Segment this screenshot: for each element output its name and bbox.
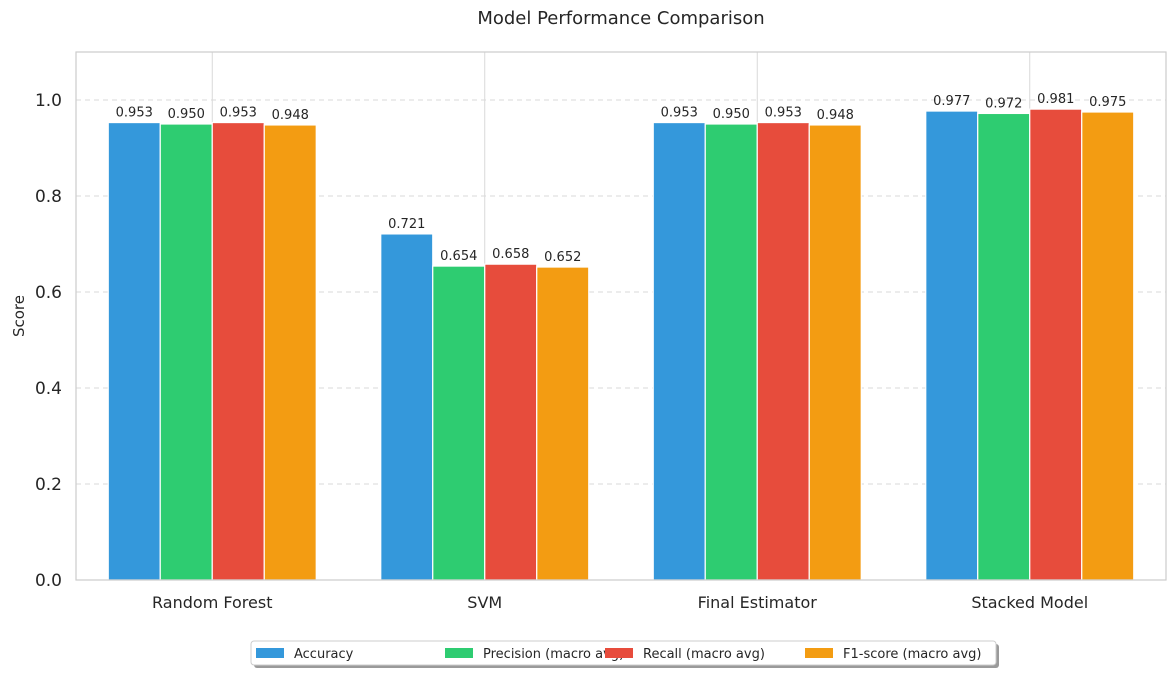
bar <box>808 124 862 581</box>
x-tick-label: Final Estimator <box>698 593 818 612</box>
data-label: 0.953 <box>661 106 698 121</box>
y-axis-label: Score <box>10 295 28 337</box>
data-label: 0.652 <box>544 250 581 265</box>
bar <box>756 121 810 581</box>
bar <box>432 265 486 581</box>
plot-frame <box>75 51 1167 581</box>
legend: Accuracy Precision (macro avg) Recall (mac… <box>250 640 999 668</box>
legend-label: Recall (macro avg) <box>643 647 765 662</box>
bar <box>211 121 265 581</box>
y-tick-label: 0.4 <box>35 379 62 399</box>
legend-swatch <box>805 648 833 658</box>
data-label: 0.977 <box>933 94 970 109</box>
bar <box>704 123 758 581</box>
data-label: 0.972 <box>985 96 1022 111</box>
bar <box>652 121 706 581</box>
bar <box>1081 111 1135 581</box>
y-tick-label: 0.6 <box>35 283 62 303</box>
data-label: 0.953 <box>220 106 257 121</box>
x-tick-label: Random Forest <box>152 593 272 612</box>
data-label: 0.950 <box>713 107 750 122</box>
data-label: 0.948 <box>817 108 854 123</box>
data-labels: 0.953 0.721 0.953 0.977 0.950 0.654 0.950 0.972… <box>116 92 1127 265</box>
data-label: 0.950 <box>168 107 205 122</box>
x-tick-labels: Random Forest SVM Final Estimator Stacked M… <box>152 593 1088 612</box>
x-tick-label: Stacked Model <box>971 593 1088 612</box>
bar <box>484 263 538 581</box>
legend-label: F1-score (macro avg) <box>843 647 981 662</box>
bar <box>159 123 213 581</box>
bars <box>107 108 1135 581</box>
legend-swatch <box>256 648 284 658</box>
data-label: 0.953 <box>765 106 802 121</box>
y-tick-label: 0.8 <box>35 187 62 207</box>
chart-title: Model Performance Comparison <box>477 8 764 29</box>
data-label: 0.975 <box>1089 95 1126 110</box>
y-tick-labels: 0.0 0.2 0.4 0.6 0.8 1.0 <box>35 91 62 591</box>
bar <box>263 124 317 581</box>
data-label: 0.981 <box>1037 92 1074 107</box>
legend-label: Accuracy <box>294 647 354 662</box>
y-tick-label: 1.0 <box>35 91 62 111</box>
y-tick-label: 0.2 <box>35 475 62 495</box>
data-label: 0.948 <box>272 108 309 123</box>
data-label: 0.721 <box>388 217 425 232</box>
legend-swatch <box>445 648 473 658</box>
bar <box>977 112 1031 581</box>
y-tick-label: 0.0 <box>35 571 62 591</box>
bar <box>1029 108 1083 581</box>
bar <box>380 233 434 581</box>
data-label: 0.658 <box>492 247 529 262</box>
bar <box>107 121 161 581</box>
legend-swatch <box>605 648 633 658</box>
data-label: 0.953 <box>116 106 153 121</box>
legend-label: Precision (macro avg) <box>483 647 624 662</box>
x-tick-label: SVM <box>467 593 502 612</box>
bar <box>536 266 590 581</box>
bar <box>925 110 979 581</box>
data-label: 0.654 <box>440 249 477 264</box>
